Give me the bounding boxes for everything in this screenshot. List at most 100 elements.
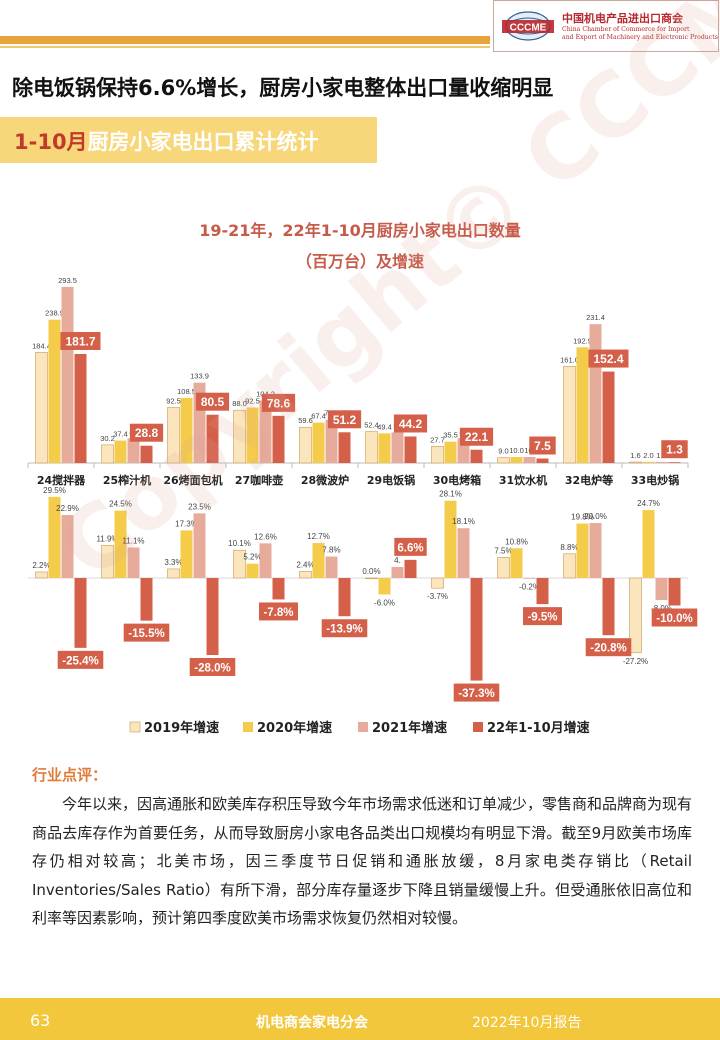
section-title-rest: 厨房小家电出口累计统计 <box>87 130 319 154</box>
growth-label-box <box>189 658 236 676</box>
volume-data-label: 238.9 <box>45 309 64 318</box>
growth-label-box <box>453 683 500 702</box>
legend-label: 22年1-10月增速 <box>487 720 590 736</box>
growth-bar <box>668 578 681 606</box>
header-stripe <box>0 36 490 44</box>
growth-bar <box>272 578 285 600</box>
volume-data-label: 52.4 <box>364 421 379 430</box>
growth-bar <box>206 578 219 655</box>
growth-bar <box>61 515 74 578</box>
volume-bar <box>642 461 655 463</box>
volume-data-label: 30.2 <box>100 434 115 443</box>
volume-data-label: 9.0 <box>498 447 508 456</box>
volume-bar <box>35 352 48 464</box>
growth-bar <box>404 559 417 578</box>
growth-bar <box>312 543 325 578</box>
volume-data-label: 37.4 <box>113 430 128 439</box>
volume-bar <box>510 457 523 463</box>
volume-bar <box>114 440 127 463</box>
export-chart: 184.430.292.5 88.059.6 52.427.79.0161.01.6… <box>27 276 698 736</box>
growth-bar <box>365 577 378 580</box>
growth-bar <box>510 548 523 578</box>
volume-bar <box>668 462 681 463</box>
volume-data-label: 184.4 <box>32 341 51 350</box>
growth-bar <box>167 568 180 579</box>
volume-bar <box>497 457 510 464</box>
growth-data-label: -28.0% <box>194 663 230 675</box>
section-title-highlight: 1-10月 <box>14 130 88 154</box>
volume-data-label: 78.6 <box>267 396 291 410</box>
growth-bar <box>48 496 61 578</box>
growth-data-label: 18.1% <box>452 517 475 526</box>
logo-english-line-1: China Chamber of Commerce for Import <box>562 26 690 33</box>
volume-data-label: 27.7 <box>430 435 445 444</box>
growth-data-label: 5.2% <box>243 553 261 562</box>
footer-report-date: 2022年10月报告 <box>472 1015 582 1031</box>
growth-bar <box>457 528 470 578</box>
logo-chinese-name: 中国机电产品进出口商会 <box>562 12 683 25</box>
legend-swatch <box>358 722 368 732</box>
growth-label-box <box>57 650 104 669</box>
volume-data-label: 1.6 <box>630 451 640 460</box>
volume-bar <box>180 397 193 463</box>
logo-mark-text: CCCME <box>510 23 547 34</box>
growth-data-label: -15.5% <box>128 628 164 640</box>
growth-bar <box>74 578 87 648</box>
growth-label-box <box>651 608 698 627</box>
category-label: 27咖啡壶 <box>235 473 283 487</box>
category-label: 29电饭锅 <box>367 473 415 487</box>
growth-bar <box>114 510 127 578</box>
volume-label-box <box>588 349 629 368</box>
chart-legend: 2019年增速 2020年增速 2021年增速 22年1-10月增速 <box>129 720 590 736</box>
volume-bar <box>259 400 272 463</box>
volume-bar <box>325 419 338 463</box>
volume-bar <box>48 319 61 463</box>
volume-label-box <box>529 436 556 455</box>
growth-label-box <box>394 537 427 556</box>
growth-data-label: 19.8% <box>571 513 594 522</box>
volume-bar <box>576 347 589 463</box>
legend-swatch <box>129 721 141 733</box>
growth-data-label: 7.8% <box>322 546 340 555</box>
growth-bar <box>35 571 48 579</box>
growth-bar <box>470 578 483 681</box>
volume-data-label: 7.5 <box>534 439 551 453</box>
category-label: 33电炒锅 <box>631 473 679 487</box>
logo-english-line-2: and Export of Machinery and Electronic P… <box>562 34 718 41</box>
volume-label-box <box>393 414 428 433</box>
growth-data-label: -3.7% <box>427 592 448 601</box>
growth-data-label: -27.2% <box>623 657 648 666</box>
section-title: 1-10月厨房小家电出口累计统计 <box>14 126 319 156</box>
volume-data-label: 35.5 <box>443 431 458 440</box>
growth-data-label: 4. <box>394 556 401 565</box>
volume-bar <box>272 415 285 463</box>
chart-title-line-1: 19-21年，22年1-10月厨房小家电出口数量 <box>199 221 521 240</box>
growth-data-label: 23.5% <box>188 502 211 511</box>
page-number: 63 <box>30 1011 51 1030</box>
volume-label-box <box>459 427 494 446</box>
logo-english-name: China Chamber of Commerce for Import and… <box>562 26 718 42</box>
legend-label: 2021年增速 <box>372 720 447 736</box>
growth-bar <box>642 510 655 578</box>
volume-data-label: 88.0 <box>232 399 247 408</box>
growth-bar <box>444 500 457 578</box>
volume-bar <box>299 426 312 464</box>
growth-bar <box>563 553 576 579</box>
volume-bar <box>233 409 246 464</box>
growth-bar <box>299 571 312 579</box>
volume-data-label: 22.1 <box>465 430 489 444</box>
growth-label-box <box>123 623 170 642</box>
growth-data-label: 10.1% <box>228 539 251 548</box>
volume-data-label: 293.5 <box>58 276 77 285</box>
growth-data-label: 2.2% <box>32 561 50 570</box>
growth-bar <box>589 523 602 578</box>
header-stripe-thin <box>0 46 490 48</box>
growth-data-label: 12.6% <box>254 532 277 541</box>
legend-swatch <box>473 722 483 732</box>
growth-bar <box>497 557 510 579</box>
volume-bar <box>391 432 404 463</box>
growth-data-label: -10.0% <box>656 613 692 625</box>
volume-bar <box>206 414 219 463</box>
category-label: 32电炉等 <box>565 473 613 487</box>
volume-bar <box>365 431 378 464</box>
